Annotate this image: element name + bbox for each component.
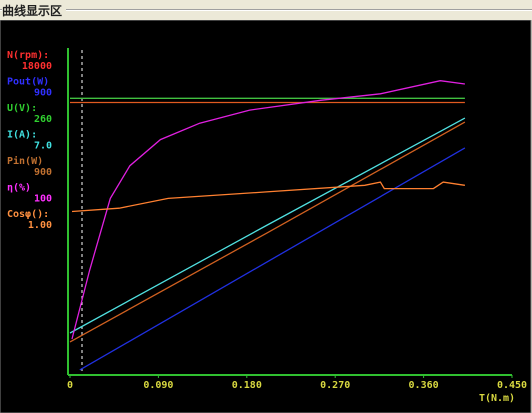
legend-name: N(rpm): <box>7 50 49 61</box>
series-line <box>79 147 466 371</box>
legend-scale: 100 <box>34 194 52 205</box>
plot-background <box>0 20 532 413</box>
x-tick-label: 0 <box>67 380 73 391</box>
x-tick-label: 0.360 <box>409 380 439 391</box>
legend-scale: 18000 <box>22 61 52 72</box>
group-line <box>0 9 532 11</box>
legend-scale: 900 <box>34 167 52 178</box>
series-line <box>69 121 466 343</box>
legend-scale: 7.0 <box>34 141 52 152</box>
series-line <box>71 80 465 340</box>
legend-name: Pin(W) <box>7 155 43 167</box>
chart: T(N.m) 0 0.090 0.180 0.270 0.360 0.450 N(rpm):… <box>0 20 532 413</box>
x-tick-label: 0.270 <box>320 380 350 391</box>
x-tick-label: 0.090 <box>143 380 173 391</box>
panel-title: 曲线显示区 <box>2 2 67 19</box>
legend-name: η(%) <box>7 183 31 194</box>
series-line <box>69 117 466 334</box>
x-tick-label: 0.180 <box>232 380 262 391</box>
legend-name: Cosφ(): <box>7 209 49 220</box>
x-axis-label: T(N.m) <box>479 393 515 404</box>
legend-scale: 900 <box>34 88 52 99</box>
legend-scale: 1.00 <box>28 220 52 231</box>
legend-name: I(A): <box>7 130 37 141</box>
x-tick-label: 0.450 <box>497 380 527 391</box>
legend-name: U(V): <box>7 103 37 114</box>
legend-scale: 260 <box>34 114 52 125</box>
legend-name: Pout(W) <box>7 77 49 88</box>
panel-header: 曲线显示区 <box>0 0 532 20</box>
series-line <box>71 181 465 213</box>
